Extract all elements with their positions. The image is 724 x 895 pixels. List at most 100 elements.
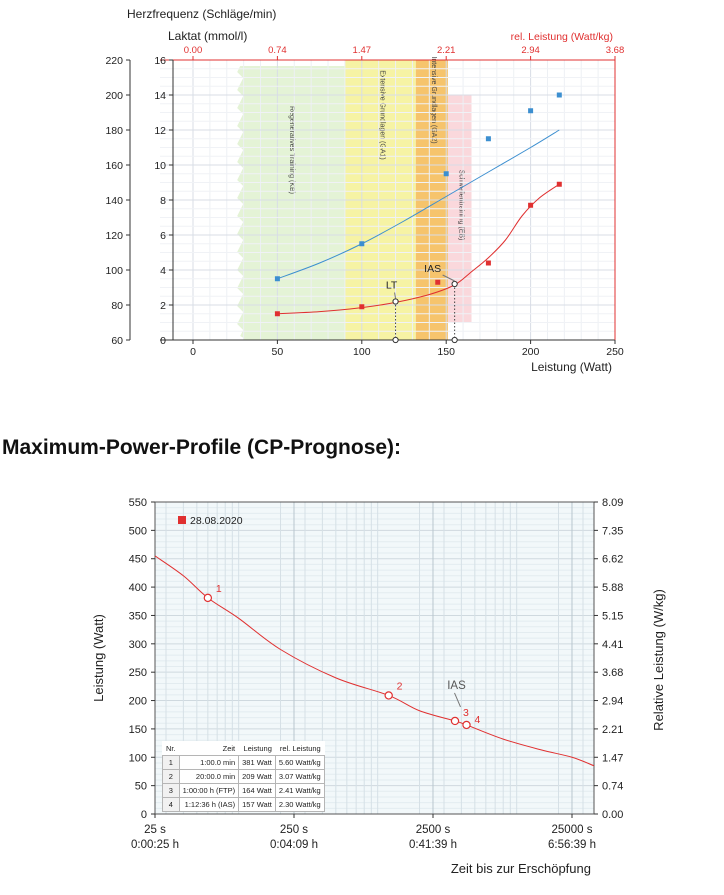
lactate-point [274, 311, 280, 317]
hr-tick-label: 80 [111, 300, 123, 312]
power-point-label: 1 [216, 583, 222, 595]
table-header-row: Nr. Zeit Leistung rel. Leistung [162, 741, 325, 756]
right-tick-label: 4.41 [602, 639, 623, 651]
y-tick-label: 150 [129, 724, 147, 736]
lactate-tick-label: 10 [154, 160, 166, 172]
table-row: 2 20:00.0 min 209 Watt 3.07 Watt/kg [162, 769, 325, 784]
table-cell: 381 Watt [238, 755, 276, 770]
lactate-tick-label: 16 [154, 55, 166, 67]
right-tick-label: 5.15 [602, 610, 623, 622]
table-cell: 157 Watt [238, 797, 276, 812]
table-cell: 1:00.0 min [178, 755, 240, 770]
hr-tick-label: 120 [105, 230, 123, 242]
y-tick-label: 0 [141, 809, 147, 821]
y-tick-label: 400 [129, 582, 147, 594]
zone-label: Extensive Grundlagen (GA1) [378, 70, 385, 160]
lactate-curve [277, 183, 560, 315]
rel-power-tick-label: 0.00 [184, 45, 203, 56]
table-cell: 4 [162, 797, 180, 812]
lactate-tick-label: 4 [160, 265, 166, 277]
power-tick-label: 0 [190, 346, 196, 358]
right-tick-label: 2.94 [602, 696, 623, 708]
lactate-test-chart: Regeneratives Training (KB) Extensive Gru… [105, 7, 625, 374]
table-cell: 20:00.0 min [178, 769, 240, 784]
rel-power-tick-label: 0.74 [268, 45, 287, 56]
hr-tick-label: 140 [105, 195, 123, 207]
table-row: 4 1:12:36 h (IAS) 157 Watt 2.30 Watt/kg [162, 797, 325, 812]
right-tick-label: 7.35 [602, 525, 623, 537]
table-header-cell: Leistung [238, 741, 276, 756]
table-header-cell: Nr. [162, 741, 180, 756]
y-tick-label: 50 [135, 781, 147, 793]
hr-tick-label: 180 [105, 125, 123, 137]
hr-tick-label: 100 [105, 265, 123, 277]
marker-point [392, 298, 399, 305]
marker-leader [442, 274, 455, 282]
table-cell: 3.07 Watt/kg [274, 769, 325, 784]
table-cell: 2 [162, 769, 180, 784]
table-cell: 3 [162, 783, 180, 798]
power-tick-label: 100 [353, 346, 371, 358]
right-tick-label: 1.47 [602, 752, 623, 764]
lactate-tick-label: 8 [160, 195, 166, 207]
y-tick-label: 100 [129, 752, 147, 764]
x-tick-label: 25 s [144, 824, 166, 836]
rel-power-tick-label: 1.47 [353, 45, 372, 56]
heart_rate-point [359, 241, 365, 247]
right-axis-title: Relative Leistung (W/kg) [651, 589, 666, 731]
rel-power-axis-title: rel. Leistung (Watt/kg) [511, 31, 613, 43]
right-tick-label: 6.62 [602, 554, 623, 566]
power-tick-label: 50 [272, 346, 284, 358]
power-point-label: 4 [475, 714, 481, 726]
power-tick-label: 250 [606, 346, 624, 358]
lactate-point [435, 279, 441, 285]
lactate-tick-label: 14 [154, 90, 166, 102]
power-tick-label: 200 [522, 346, 540, 358]
right-tick-label: 0.00 [602, 809, 623, 821]
y-tick-label: 250 [129, 667, 147, 679]
y-tick-label: 550 [129, 497, 147, 509]
x-tick-label: 0:41:39 h [409, 839, 457, 851]
heart_rate-point [443, 171, 449, 177]
power-point [450, 716, 460, 726]
right-tick-label: 3.68 [602, 667, 623, 679]
ias-annotation: IAS [447, 680, 466, 692]
power-point [384, 691, 393, 700]
power-tick-label: 150 [437, 346, 455, 358]
table-cell: 1:12:36 h (IAS) [178, 797, 240, 812]
table-header-cell: Zeit [178, 741, 240, 756]
zone-label: Intensive Grundlagen (GA2) [430, 56, 437, 143]
lactate-tick-label: 6 [160, 230, 166, 242]
zone-label: Regeneratives Training (KB) [288, 106, 295, 194]
lactate-axis-title: Laktat (mmol/l) [168, 29, 247, 43]
heart_rate-curve [277, 129, 560, 280]
lactate-point [556, 181, 562, 187]
zone-label: Schwellentraining (EB) [458, 170, 465, 241]
y-tick-label: 200 [129, 696, 147, 708]
rel-power-tick-label: 3.68 [606, 45, 625, 56]
legend-swatch [178, 516, 186, 524]
zone-band-edge [237, 66, 248, 340]
x-tick-label: 0:00:25 h [131, 839, 179, 851]
y-tick-label: 450 [129, 554, 147, 566]
hr-axis-title: Herzfrequenz (Schläge/min) [127, 7, 276, 21]
y-tick-label: 500 [129, 525, 147, 537]
hr-tick-label: 160 [105, 160, 123, 172]
rel-power-tick-label: 2.21 [437, 45, 456, 56]
ias-leader [454, 692, 461, 708]
y-tick-label: 350 [129, 610, 147, 622]
lactate-point [359, 304, 365, 310]
table-row: 3 1:00:00 h (FTP) 164 Watt 2.41 Watt/kg [162, 783, 325, 798]
power-axis-title: Leistung (Watt) [531, 360, 612, 374]
table-cell: 164 Watt [238, 783, 276, 798]
power-point [203, 593, 213, 603]
lactate-point [528, 202, 534, 208]
right-tick-label: 2.21 [602, 724, 623, 736]
lactate-point [485, 260, 491, 266]
x-tick-label: 25000 s [552, 824, 593, 836]
x-tick-label: 2500 s [416, 824, 451, 836]
marker-label: IAS [424, 263, 441, 275]
y-axis-title: Leistung (Watt) [91, 614, 106, 702]
lactate-tick-label: 2 [160, 300, 166, 312]
